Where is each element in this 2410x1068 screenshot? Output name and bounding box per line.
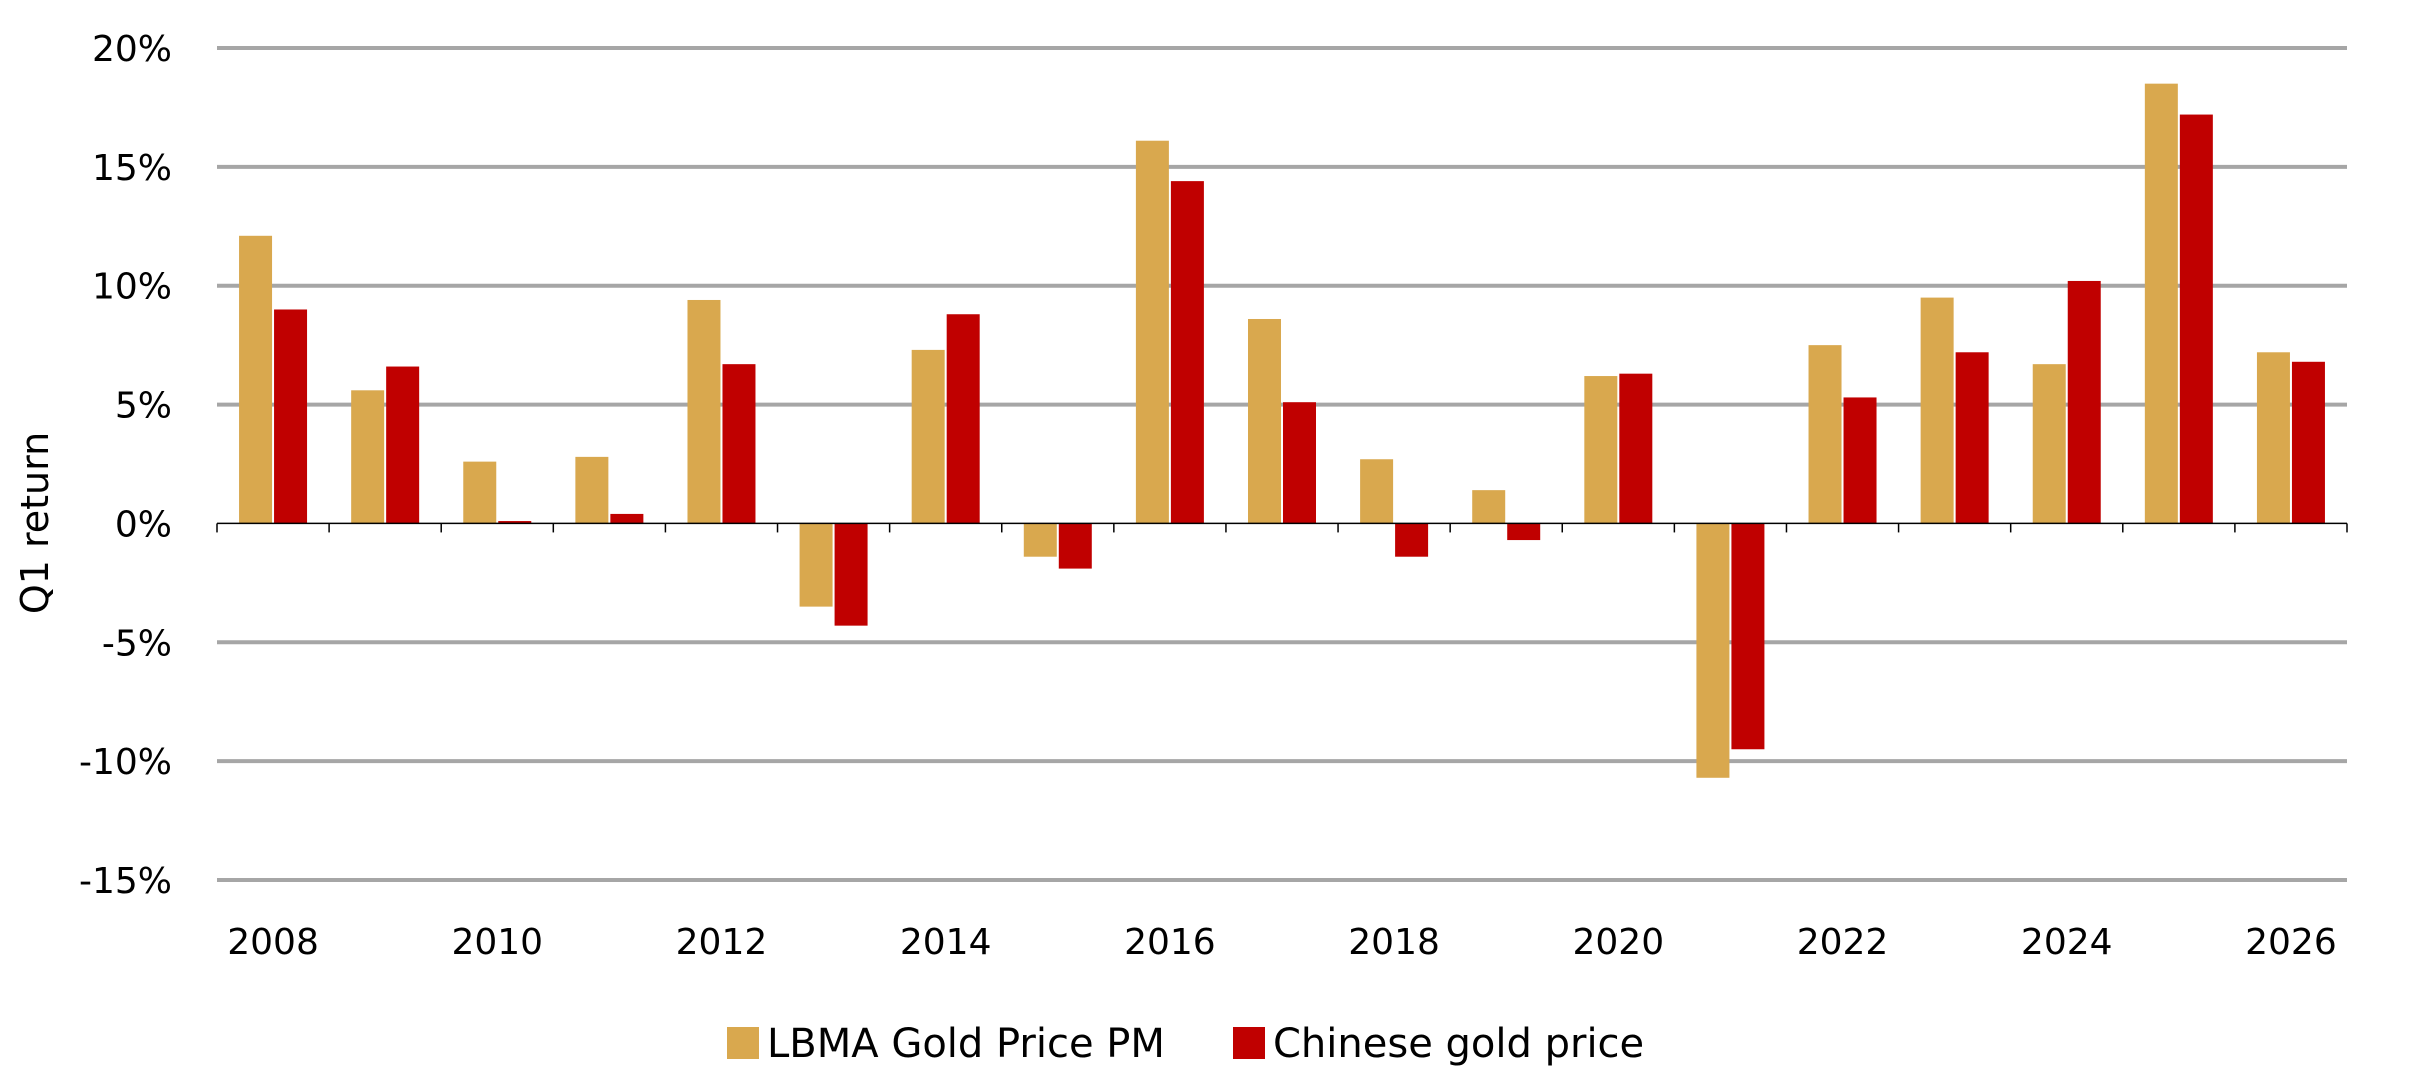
x-tick-label: 2022: [1797, 922, 1889, 963]
chinese-bar-2009: [386, 366, 420, 524]
y-tick-label: 15%: [92, 148, 172, 189]
lbma-bar-2009: [351, 390, 385, 524]
chinese-bar-2020: [1619, 373, 1653, 524]
y-tick-label: -15%: [79, 861, 172, 902]
lbma-bar-2019: [1472, 490, 1506, 524]
chinese-bar-2026: [2291, 361, 2325, 524]
lbma-bar-2025: [2144, 83, 2178, 524]
legend-swatch-lbma: [727, 1027, 759, 1059]
lbma-bar-2018: [1360, 459, 1394, 524]
lbma-bar-2008: [239, 235, 273, 524]
lbma-bar-2024: [2032, 364, 2066, 524]
lbma-bar-2022: [1808, 345, 1842, 524]
chinese-bar-2024: [2067, 280, 2101, 524]
legend: LBMA Gold Price PM Chinese gold price: [727, 1021, 1644, 1067]
chinese-bar-2014: [946, 314, 980, 524]
x-tick-label: 2016: [1124, 922, 1216, 963]
chinese-bar-2018: [1395, 523, 1429, 557]
lbma-bar-2012: [687, 299, 721, 524]
chinese-bar-2019: [1507, 523, 1541, 541]
lbma-bar-2011: [575, 456, 609, 524]
y-axis-title: Q1 return: [13, 432, 57, 614]
y-tick-label: 0%: [115, 504, 172, 545]
chinese-bar-2021: [1731, 523, 1765, 750]
lbma-bar-2016: [1135, 140, 1169, 524]
chinese-bar-2023: [1955, 352, 1989, 524]
x-tick-label: 2010: [451, 922, 543, 963]
chinese-bar-2022: [1843, 397, 1877, 524]
y-tick-label: 20%: [92, 29, 172, 70]
x-tick-label: 2026: [2245, 922, 2337, 963]
axes: -15% -10% -5% 0% 5% 10% 15% 20% 2008 2010 2012 2014…: [79, 29, 2348, 963]
x-tick-label: 2020: [1573, 922, 1665, 963]
lbma-bar-2015: [1023, 523, 1057, 557]
lbma-bar-2010: [463, 461, 497, 524]
chinese-bar-2008: [274, 309, 308, 524]
chinese-bar-2025: [2179, 114, 2213, 524]
lbma-bar-2026: [2256, 352, 2290, 524]
x-tick-label: 2008: [227, 922, 319, 963]
x-tick-label: 2012: [676, 922, 768, 963]
legend-label-chinese: Chinese gold price: [1273, 1021, 1644, 1067]
y-tick-label: 10%: [92, 267, 172, 308]
x-tick-label: 2018: [1348, 922, 1440, 963]
legend-label-lbma: LBMA Gold Price PM: [767, 1021, 1165, 1067]
lbma-bar-2023: [1920, 297, 1954, 524]
chinese-bar-2016: [1170, 181, 1204, 524]
chinese-bar-2010: [498, 521, 532, 524]
x-tick-label: 2024: [2021, 922, 2113, 963]
y-tick-label: -5%: [102, 623, 172, 664]
bars: [239, 83, 2325, 778]
chinese-bar-2013: [834, 523, 868, 626]
chinese-bar-2011: [610, 513, 644, 524]
x-tick-label: 2014: [900, 922, 992, 963]
chinese-bar-2015: [1058, 523, 1092, 569]
y-tick-label: 5%: [115, 386, 172, 427]
legend-swatch-chinese: [1233, 1027, 1265, 1059]
lbma-bar-2021: [1696, 523, 1730, 778]
y-tick-label: -10%: [79, 742, 172, 783]
lbma-bar-2013: [799, 523, 833, 607]
chinese-bar-2012: [722, 364, 756, 524]
chinese-bar-2017: [1283, 402, 1316, 524]
lbma-bar-2020: [1584, 376, 1618, 524]
lbma-bar-2017: [1248, 318, 1281, 524]
gridlines: [217, 46, 2347, 882]
lbma-bar-2014: [911, 349, 945, 524]
